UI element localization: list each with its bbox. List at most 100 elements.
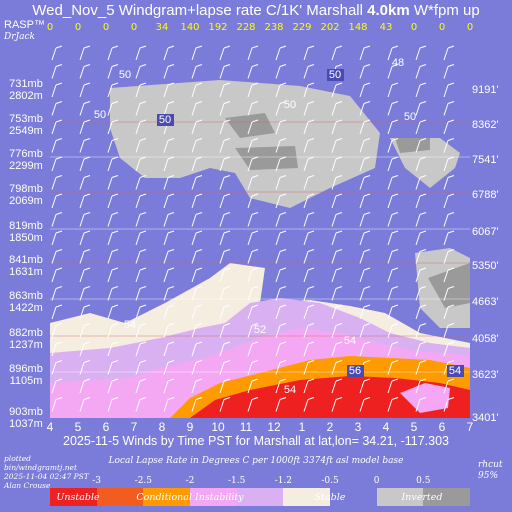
wind-barb [275, 286, 287, 301]
wind-barb [359, 304, 371, 320]
wind-barb [275, 212, 287, 227]
wind-barb [359, 397, 371, 412]
wind-barb [443, 45, 455, 61]
wind-barb [163, 378, 175, 394]
wind-barb [135, 64, 147, 79]
wind-barb [247, 304, 259, 320]
wind-barb [79, 267, 91, 283]
wind-barb [107, 193, 119, 209]
wind-barb [163, 45, 175, 61]
wind-barb [359, 101, 371, 116]
chart-title: Wed_Nov_5 Windgram+lapse rate C/1K' Mars… [32, 2, 480, 19]
y-left-label: 882mb 1237m [9, 327, 43, 351]
wind-barb [275, 267, 287, 283]
wind-barb [359, 82, 371, 98]
wind-barb [359, 230, 371, 246]
wind-barb [415, 64, 427, 79]
wind-barb [107, 323, 119, 338]
wind-barb [303, 101, 315, 116]
wind-barb [79, 64, 91, 79]
x-tick-label: 11 [239, 420, 253, 434]
wind-speed-label: 50 [329, 69, 341, 81]
wind-barb [387, 212, 399, 227]
wind-barb [331, 156, 343, 172]
wind-barb [51, 156, 63, 172]
wind-barb [443, 230, 455, 246]
wind-barb [303, 378, 315, 394]
wind-barb [107, 267, 119, 283]
wind-speed-label: 54 [124, 319, 136, 331]
wind-speed-label: 50 [404, 111, 416, 123]
wstar-value: 238 [264, 22, 284, 33]
wind-barb [331, 175, 343, 190]
wind-speed-label: 48 [392, 57, 404, 69]
wind-barb [107, 101, 119, 116]
wind-barb [387, 230, 399, 246]
y-right-label: 3401' [472, 412, 499, 424]
wstar-row: 0 0 0 0 34 140 192 228 238 229 202 148 43 0 0 0 [0, 22, 512, 36]
wind-barb [191, 230, 203, 246]
wind-barb [135, 45, 147, 61]
wind-barb [135, 101, 147, 116]
wind-barb [79, 156, 91, 172]
wind-barb [415, 378, 427, 394]
wind-barb [51, 304, 63, 320]
wind-barb [219, 286, 231, 301]
wind-barb [415, 341, 427, 357]
wind-barb [107, 119, 119, 135]
wind-barb [191, 249, 203, 264]
cloud-dark [225, 113, 275, 138]
colorbar-tick: 0.5 [416, 476, 431, 486]
wind-barb [51, 323, 63, 338]
wind-barb [303, 193, 315, 209]
rhcut-info: rhcut 95% [478, 460, 503, 481]
rasp-label: RASP™ [4, 19, 45, 31]
wind-barb [247, 378, 259, 394]
x-tick-label: 6 [102, 420, 110, 434]
wind-barb [219, 212, 231, 227]
wind-barb [107, 378, 119, 394]
wind-barb [163, 249, 175, 264]
wind-barb [387, 82, 399, 98]
wind-speed-label: 50 [94, 109, 106, 121]
wind-barb [51, 230, 63, 246]
wind-barb [415, 267, 427, 283]
wind-barb [387, 101, 399, 116]
wind-barb [107, 286, 119, 301]
colorbar-tick: -1.5 [227, 476, 246, 486]
wind-barb [415, 175, 427, 190]
wind-barb [107, 156, 119, 172]
wstar-value: 43 [379, 22, 393, 33]
wind-barb [415, 304, 427, 320]
wstar-value: 202 [320, 22, 340, 33]
colorbar-segment [423, 488, 470, 506]
wind-barb [219, 249, 231, 264]
wind-barb [443, 397, 455, 412]
x-tick-label: 10 [211, 420, 225, 434]
wstar-value: 0 [102, 22, 110, 33]
colorbar [50, 488, 470, 506]
y-right-label: 4058' [472, 333, 499, 345]
wind-barb [331, 101, 343, 116]
wind-barb [247, 323, 259, 338]
wstar-value: 0 [130, 22, 138, 33]
wind-barb [415, 360, 427, 375]
wind-speed-label: 54 [344, 335, 356, 347]
wind-barb [247, 341, 259, 357]
wind-barb [135, 267, 147, 283]
wind-barb [219, 230, 231, 246]
wind-barb [163, 82, 175, 98]
wind-barb [303, 286, 315, 301]
wind-barb [107, 212, 119, 227]
wind-barb [219, 193, 231, 209]
wind-barb [331, 119, 343, 135]
wind-barb [275, 360, 287, 375]
speed-label-box [157, 114, 174, 126]
wind-barb [415, 286, 427, 301]
wind-barb [303, 138, 315, 153]
y-left-label: 896mb 1105m [9, 363, 43, 387]
wind-barb [275, 230, 287, 246]
wind-barb [107, 138, 119, 153]
colorbar-category: Stable [314, 492, 346, 503]
wind-barb [275, 138, 287, 153]
